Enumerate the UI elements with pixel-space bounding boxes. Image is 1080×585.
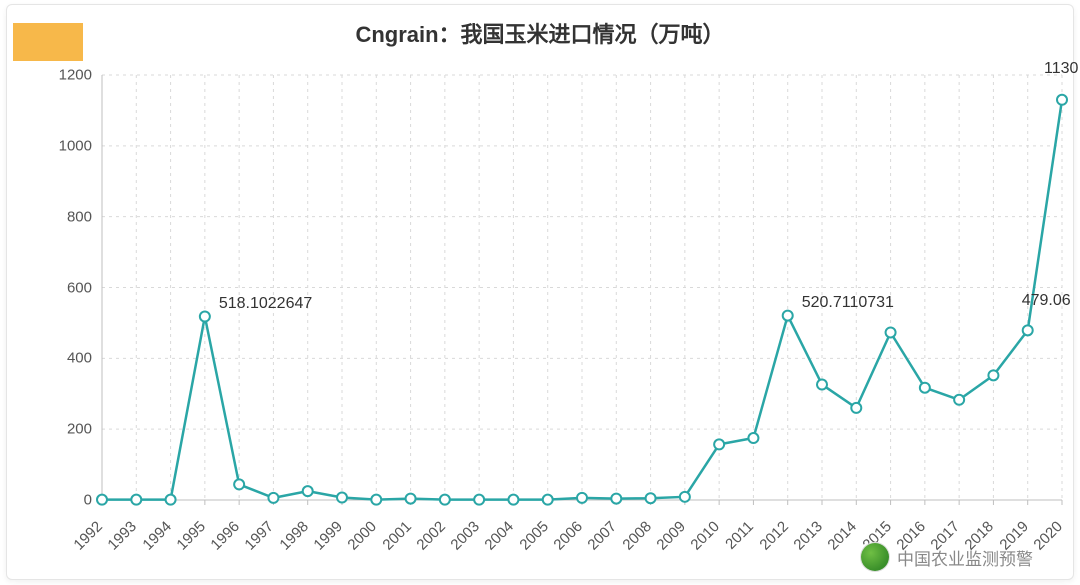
data-point-label: 479.06 bbox=[1022, 292, 1071, 310]
data-point-label: 520.7110731 bbox=[802, 294, 894, 312]
chart-title: Cngrain：我国玉米进口情况（万吨） bbox=[7, 17, 1073, 49]
data-point-label: 1130 bbox=[1044, 60, 1078, 78]
source-logo-icon bbox=[861, 543, 889, 571]
source-text: 中国农业监测预警 bbox=[897, 545, 1033, 570]
line-chart bbox=[7, 5, 1075, 581]
chart-card: Cngrain：我国玉米进口情况（万吨） 中国农业监测预警 0200400600… bbox=[6, 4, 1074, 580]
footer: 中国农业监测预警 bbox=[861, 543, 1033, 571]
data-point-label: 518.1022647 bbox=[219, 295, 312, 313]
